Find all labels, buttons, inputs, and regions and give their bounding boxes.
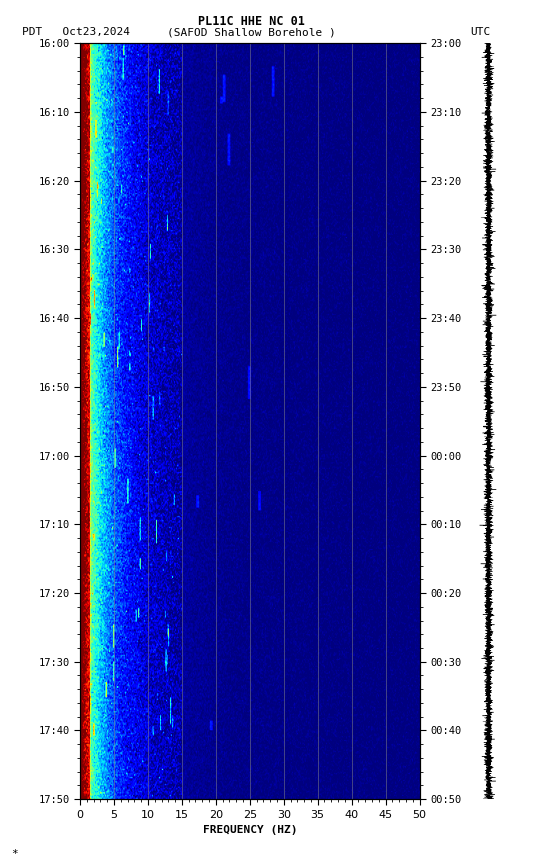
Text: (SAFOD Shallow Borehole ): (SAFOD Shallow Borehole ) xyxy=(167,27,336,37)
Text: UTC: UTC xyxy=(470,27,490,37)
Text: *: * xyxy=(11,849,18,859)
Text: PDT   Oct23,2024: PDT Oct23,2024 xyxy=(22,27,130,37)
X-axis label: FREQUENCY (HZ): FREQUENCY (HZ) xyxy=(203,825,297,835)
Text: PL11C HHE NC 01: PL11C HHE NC 01 xyxy=(198,15,305,28)
